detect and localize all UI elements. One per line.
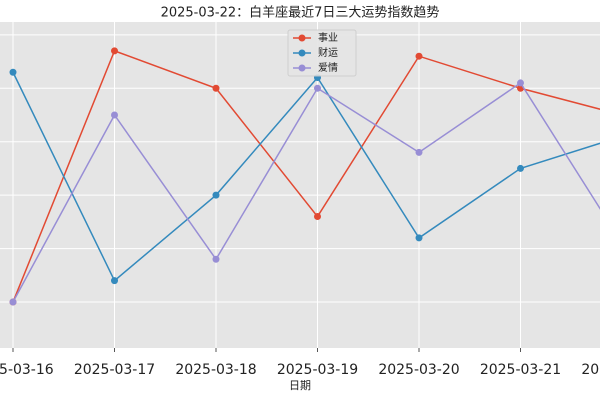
legend-label: 爱情: [318, 61, 338, 74]
data-point: [9, 298, 17, 306]
legend-label: 事业: [318, 31, 338, 44]
data-point: [415, 148, 423, 156]
data-point: [314, 213, 321, 221]
x-tick-label: 2025-03-21: [480, 362, 561, 378]
data-point: [111, 111, 118, 119]
x-tick-label: 2025-03-22: [581, 362, 600, 378]
data-point: [212, 255, 220, 263]
data-point: [314, 84, 321, 92]
legend-marker: [298, 64, 306, 72]
x-tick-label: 2025-03-17: [74, 362, 155, 378]
data-point: [212, 191, 220, 199]
data-point: [415, 234, 423, 242]
data-point: [517, 164, 524, 172]
x-axis-label: 日期: [289, 379, 311, 392]
legend-label: 财运: [318, 46, 338, 59]
data-point: [9, 68, 17, 76]
data-point: [415, 52, 423, 60]
x-tick-label: 2025-03-16: [0, 362, 54, 378]
data-point: [111, 277, 118, 285]
legend-marker: [298, 49, 306, 57]
data-point: [517, 79, 524, 87]
x-tick-label: 2025-03-20: [378, 362, 459, 378]
x-tick-label: 2025-03-19: [277, 362, 358, 378]
data-point: [212, 84, 220, 92]
x-tick-label: 2025-03-18: [175, 362, 256, 378]
data-point: [111, 47, 118, 55]
legend-box: [287, 29, 357, 77]
legend-marker: [298, 34, 306, 42]
chart-title: 2025-03-22：白羊座最近7日三大运势指数趋势: [161, 5, 440, 21]
